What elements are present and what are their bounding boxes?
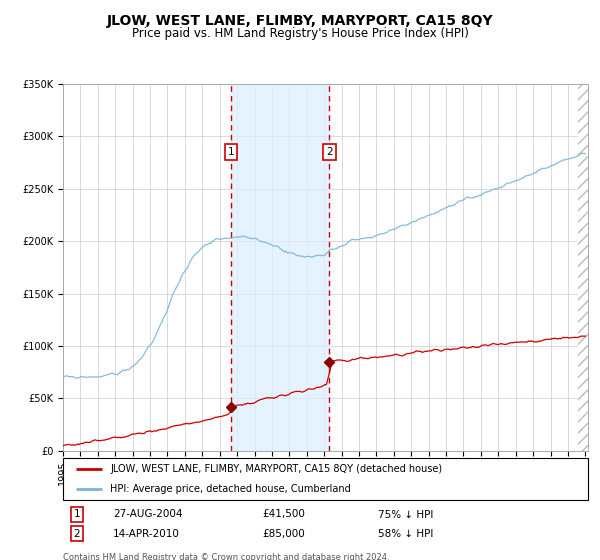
Bar <box>231 84 329 451</box>
Text: £41,500: £41,500 <box>263 510 305 520</box>
Text: 1: 1 <box>228 147 235 157</box>
Text: 27-AUG-2004: 27-AUG-2004 <box>113 510 182 520</box>
FancyBboxPatch shape <box>63 458 588 500</box>
Text: Contains HM Land Registry data © Crown copyright and database right 2024.
This d: Contains HM Land Registry data © Crown c… <box>63 553 389 560</box>
Bar <box>578 84 588 451</box>
Text: HPI: Average price, detached house, Cumberland: HPI: Average price, detached house, Cumb… <box>110 484 351 493</box>
Text: 75% ↓ HPI: 75% ↓ HPI <box>378 510 433 520</box>
Text: JLOW, WEST LANE, FLIMBY, MARYPORT, CA15 8QY (detached house): JLOW, WEST LANE, FLIMBY, MARYPORT, CA15 … <box>110 464 442 474</box>
Text: Price paid vs. HM Land Registry's House Price Index (HPI): Price paid vs. HM Land Registry's House … <box>131 27 469 40</box>
Text: 2: 2 <box>326 147 332 157</box>
Bar <box>578 84 588 451</box>
Text: 2: 2 <box>74 529 80 539</box>
Text: £85,000: £85,000 <box>263 529 305 539</box>
Text: 58% ↓ HPI: 58% ↓ HPI <box>378 529 433 539</box>
Text: 1: 1 <box>74 510 80 520</box>
Text: JLOW, WEST LANE, FLIMBY, MARYPORT, CA15 8QY: JLOW, WEST LANE, FLIMBY, MARYPORT, CA15 … <box>107 14 493 28</box>
Text: 14-APR-2010: 14-APR-2010 <box>113 529 180 539</box>
